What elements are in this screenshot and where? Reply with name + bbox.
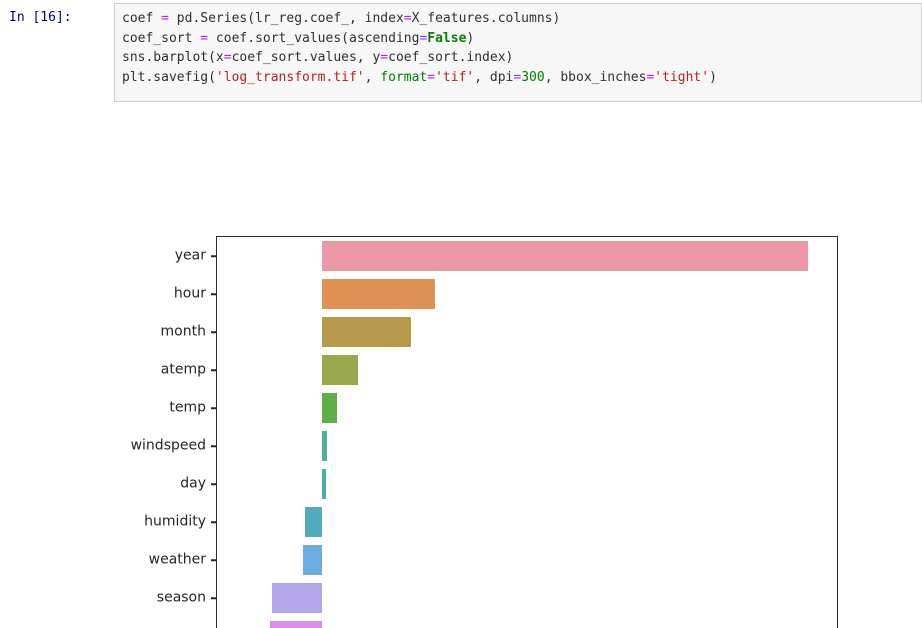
y-tick-label-month: month [160, 323, 206, 340]
y-tick-mark [211, 255, 216, 257]
code-line-3: sns.barplot(x=coef_sort.values, y=coef_s… [122, 48, 914, 68]
code-token: coef.sort_values(ascending [208, 30, 420, 46]
figure-output: year hour month atemp temp windspeed day humidi… [0, 110, 922, 628]
bar-windspeed [322, 430, 327, 462]
code-token: = [419, 30, 428, 46]
y-tick-label-humidity: humidity [144, 513, 206, 530]
code-token: sns.barplot(x [122, 50, 224, 65]
bar-hour [322, 278, 436, 310]
y-tick-label-windspeed: windspeed [130, 437, 206, 454]
code-token: = [403, 11, 412, 26]
y-tick-mark [211, 559, 216, 561]
code-token: = [161, 11, 169, 26]
bar-month [322, 316, 411, 348]
code-token: format [380, 69, 428, 85]
code-token: coef [122, 11, 162, 26]
y-tick-label-season: season [156, 589, 206, 606]
code-token: False [427, 30, 467, 46]
code-token: X_features.columns) [411, 11, 561, 26]
code-editor[interactable]: coef = pd.Series(lr_reg.coef_, index=X_f… [122, 9, 914, 87]
y-tick-mark [211, 597, 216, 599]
code-token: , bbox_inches [544, 69, 647, 85]
y-tick-mark [211, 331, 216, 333]
code-token: coef_sort [122, 30, 201, 46]
bar-weather [303, 544, 323, 576]
y-tick-mark [211, 521, 216, 523]
code-token: = [380, 50, 389, 65]
y-tick-label-weather: weather [148, 551, 206, 568]
code-token: coef_sort.values, y [231, 50, 381, 65]
y-tick-mark [211, 293, 216, 295]
y-tick-mark [211, 407, 216, 409]
code-token: ) [709, 69, 717, 85]
code-token: coef_sort.index) [388, 50, 514, 65]
bar-holiday [269, 620, 323, 628]
bar-humidity [304, 506, 323, 538]
y-tick-label-hour: hour [173, 285, 206, 302]
y-tick-label-atemp: atemp [160, 361, 206, 378]
bar-season [271, 582, 323, 614]
code-token: 300 [521, 69, 545, 85]
code-token: = [646, 69, 655, 85]
code-token: , [364, 69, 381, 85]
y-tick-label-day: day [180, 475, 206, 492]
code-token: plt.savefig( [122, 69, 216, 85]
bar-year [322, 240, 808, 272]
code-token: 'tight' [654, 69, 710, 85]
code-token: = [513, 69, 522, 85]
bar-atemp [322, 354, 359, 386]
input-prompt: In [16]: [9, 10, 72, 25]
code-line-1: coef = pd.Series(lr_reg.coef_, index=X_f… [122, 9, 914, 29]
bar-temp [322, 392, 338, 424]
axes: year hour month atemp temp windspeed day humidi… [131, 235, 838, 628]
y-tick-label-temp: temp [169, 399, 206, 416]
code-token: ) [466, 30, 475, 46]
code-line-2: coef_sort = coef.sort_values(ascending=F… [122, 29, 914, 49]
code-line-4: plt.savefig('log_transform.tif', format=… [122, 68, 914, 88]
y-tick-label-year: year [174, 247, 206, 264]
y-tick-mark [211, 445, 216, 447]
code-token: , dpi [474, 69, 514, 85]
code-token: = [223, 50, 232, 65]
bar-day [322, 468, 326, 500]
code-token: pd.Series(lr_reg.coef_, index [168, 11, 404, 26]
code-token: 'log_transform.tif' [215, 69, 365, 85]
code-token: = [200, 30, 209, 46]
code-token: 'tif' [435, 69, 475, 85]
code-token: = [427, 69, 436, 85]
y-tick-mark [211, 483, 216, 485]
y-tick-mark [211, 369, 216, 371]
code-cell[interactable]: coef = pd.Series(lr_reg.coef_, index=X_f… [114, 3, 922, 102]
